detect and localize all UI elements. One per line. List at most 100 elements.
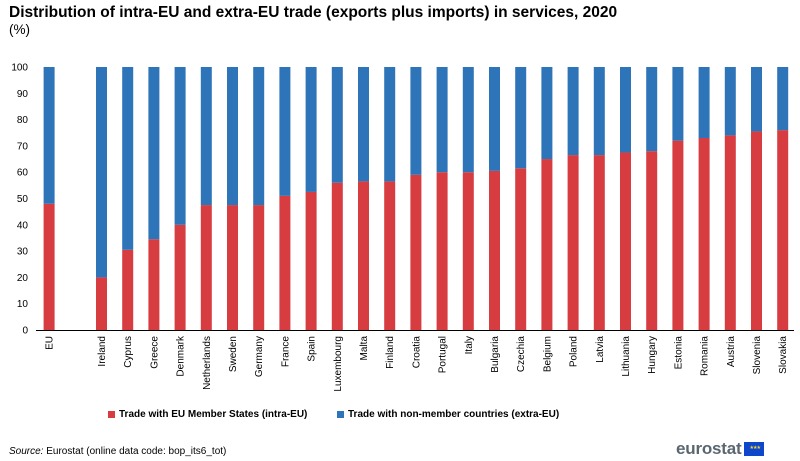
legend-item-extra: Trade with non-member countries (extra-E… xyxy=(337,409,559,420)
bar-extra-romania xyxy=(698,67,710,139)
bar-extra-sweden xyxy=(227,67,238,206)
category-label: Estonia xyxy=(673,336,684,370)
category-label: Romania xyxy=(700,336,711,376)
chart-unit: (%) xyxy=(9,22,30,37)
bar-extra-portugal xyxy=(436,67,448,173)
bar-extra-lithuania xyxy=(620,67,631,153)
bar-extra-spain xyxy=(305,67,317,192)
eu-flag-icon: ★★★ xyxy=(744,442,765,456)
category-label: Bulgaria xyxy=(490,336,501,373)
bar-extra-austria xyxy=(724,67,736,136)
bar-intra-spain xyxy=(305,191,317,330)
category-label: Malta xyxy=(359,336,370,361)
bar-intra-latvia xyxy=(593,155,605,330)
source-note: Source: Eurostat (online data code: bop_… xyxy=(9,446,226,457)
bar-intra-greece xyxy=(148,239,160,330)
bar-extra-luxembourg xyxy=(331,67,343,183)
bar-intra-ireland xyxy=(96,277,107,330)
bar-intra-luxembourg xyxy=(331,182,343,330)
bar-intra-finland xyxy=(384,181,396,330)
bar-intra-croatia xyxy=(410,174,422,330)
bar-intra-slovenia xyxy=(751,131,762,330)
category-label: Austria xyxy=(726,336,737,368)
bar-intra-germany xyxy=(253,205,265,330)
category-label: EU xyxy=(45,336,56,350)
bar-extra-greece xyxy=(148,67,160,240)
category-label: Netherlands xyxy=(202,336,213,390)
y-tick-label: 30 xyxy=(17,247,29,258)
bar-intra-lithuania xyxy=(620,152,631,330)
bar-extra-malta xyxy=(358,67,369,182)
eurostat-logo: eurostat ★★★ xyxy=(676,439,765,459)
y-tick-label: 80 xyxy=(17,115,29,126)
legend-label-extra: Trade with non-member countries (extra-E… xyxy=(348,409,560,420)
bar-intra-netherlands xyxy=(200,205,212,330)
y-tick-label: 100 xyxy=(11,63,28,74)
bar-extra-ireland xyxy=(96,67,107,278)
bar-extra-netherlands xyxy=(200,67,212,206)
source-label: Source: xyxy=(9,446,44,457)
bar-extra-slovakia xyxy=(777,67,789,131)
category-label: Denmark xyxy=(176,335,187,377)
category-label: Cyprus xyxy=(123,336,134,368)
bar-intra-belgium xyxy=(541,159,553,330)
bar-intra-sweden xyxy=(227,205,238,330)
legend-item-intra: Trade with EU Member States (intra-EU) xyxy=(108,409,307,420)
bar-extra-poland xyxy=(567,67,579,156)
eu-flag-stars: ★★★ xyxy=(749,445,760,451)
bar-extra-bulgaria xyxy=(489,67,500,171)
category-label: Portugal xyxy=(438,336,449,373)
category-label: France xyxy=(280,336,291,368)
y-tick-label: 40 xyxy=(17,220,29,231)
bar-intra-portugal xyxy=(436,172,448,330)
bar-intra-malta xyxy=(358,181,369,330)
bar-intra-poland xyxy=(567,155,579,330)
category-label: Lithuania xyxy=(621,336,632,377)
bar-extra-finland xyxy=(384,67,396,182)
bar-intra-austria xyxy=(724,135,736,330)
category-label: Slovenia xyxy=(752,336,763,375)
y-tick-label: 70 xyxy=(17,141,29,152)
bar-intra-bulgaria xyxy=(489,170,500,330)
bar-extra-cyprus xyxy=(122,67,134,250)
category-label: Greece xyxy=(149,336,160,369)
bar-extra-slovenia xyxy=(751,67,762,132)
legend-label-intra: Trade with EU Member States (intra-EU) xyxy=(119,409,308,420)
category-label: Czechia xyxy=(516,336,527,373)
category-label: Hungary xyxy=(647,336,658,374)
category-label: Luxembourg xyxy=(333,336,344,392)
bar-extra-denmark xyxy=(174,67,186,225)
bar-extra-estonia xyxy=(672,67,684,141)
bar-extra-latvia xyxy=(593,67,605,156)
bar-intra-czechia xyxy=(515,168,527,330)
y-tick-label: 10 xyxy=(17,299,29,310)
bar-extra-eu xyxy=(43,67,55,204)
bar-intra-denmark xyxy=(174,224,186,330)
y-tick-label: 90 xyxy=(17,89,29,100)
category-label: Sweden xyxy=(228,336,239,372)
category-label: Belgium xyxy=(542,336,553,372)
bar-intra-slovakia xyxy=(777,130,789,330)
bar-intra-romania xyxy=(698,138,710,330)
legend-swatch-intra xyxy=(108,411,115,418)
bar-extra-hungary xyxy=(646,67,658,152)
category-label: Germany xyxy=(254,336,265,377)
chart-title: Distribution of intra-EU and extra-EU tr… xyxy=(9,4,618,21)
source-text: Eurostat (online data code: bop_its6_tot… xyxy=(43,446,227,457)
bar-extra-croatia xyxy=(410,67,422,175)
bar-intra-estonia xyxy=(672,140,684,330)
category-label: Ireland xyxy=(97,336,108,367)
bar-intra-eu xyxy=(43,203,55,330)
y-tick-label: 60 xyxy=(17,168,29,179)
category-label: Italy xyxy=(464,336,475,354)
category-label: Poland xyxy=(569,336,580,367)
y-tick-label: 20 xyxy=(17,273,29,284)
bar-intra-hungary xyxy=(646,151,658,330)
bar-extra-germany xyxy=(253,67,265,206)
logo-text: eurostat xyxy=(676,439,742,458)
y-tick-label: 0 xyxy=(22,326,28,337)
bar-extra-italy xyxy=(462,67,474,173)
y-tick-label: 50 xyxy=(17,194,29,205)
bar-extra-belgium xyxy=(541,67,553,160)
